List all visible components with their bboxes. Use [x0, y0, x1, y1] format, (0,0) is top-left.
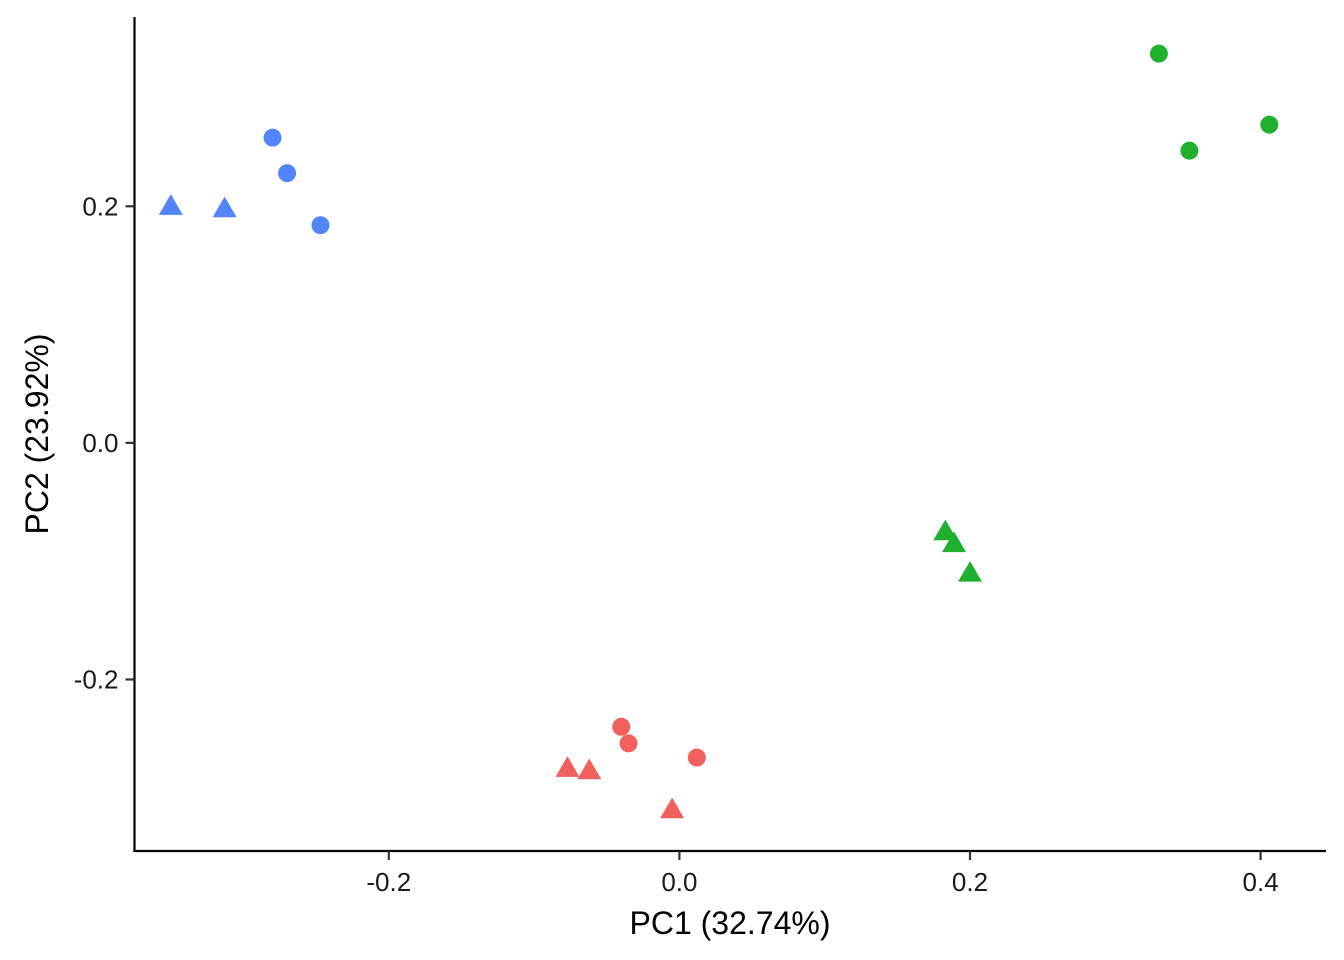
data-point-circle: [1180, 141, 1199, 160]
y-tick-label: 0.0: [82, 428, 118, 458]
data-point-triangle: [158, 194, 183, 215]
data-point-circle: [1260, 115, 1279, 134]
x-tick-label: 0.2: [952, 867, 988, 897]
data-point-circle: [278, 164, 297, 183]
data-point-circle: [1149, 44, 1168, 63]
data-point-triangle: [933, 519, 958, 541]
data-point-circle: [687, 748, 706, 767]
x-axis-title: PC1 (32.74%): [630, 905, 831, 941]
x-tick-label: -0.2: [366, 867, 411, 897]
data-point-circle: [612, 717, 631, 736]
data-point-triangle: [942, 531, 967, 553]
y-tick-label: -0.2: [74, 664, 119, 694]
data-points: [158, 44, 1279, 819]
y-axis-title: PC2 (23.92%): [19, 334, 55, 535]
x-axis-ticks: -0.2 0.0 0.2 0.4: [366, 851, 1279, 897]
data-point-circle: [619, 734, 638, 753]
data-point-circle: [263, 128, 282, 147]
x-tick-label: 0.4: [1243, 867, 1279, 897]
data-point-triangle: [212, 196, 237, 218]
data-point-triangle: [660, 797, 685, 819]
data-point-circle: [311, 216, 330, 235]
data-point-triangle: [577, 758, 602, 780]
x-tick-label: 0.0: [661, 867, 697, 897]
data-point-triangle: [555, 756, 580, 777]
y-tick-label: 0.2: [82, 191, 118, 221]
data-point-triangle: [958, 561, 983, 582]
y-axis-ticks: -0.2 0.0 0.2: [74, 191, 135, 694]
